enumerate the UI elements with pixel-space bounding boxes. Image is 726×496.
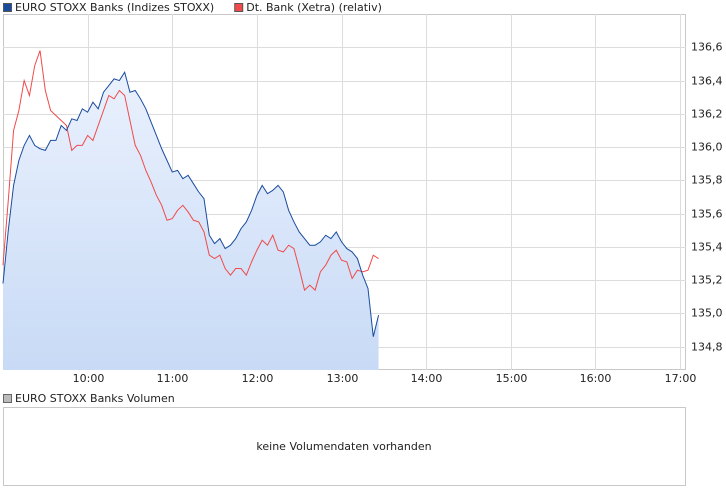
y-tick-label: 136,0 xyxy=(691,141,723,154)
y-tick-label: 136,4 xyxy=(691,75,723,88)
y-tick-label: 135,4 xyxy=(691,241,723,254)
line xyxy=(2,50,379,292)
plot xyxy=(2,14,686,370)
volume-legend-label: EURO STOXX Banks Volumen xyxy=(15,392,175,405)
y-tick-label: 136,2 xyxy=(691,108,723,121)
x-tick-label: 15:00 xyxy=(496,372,528,385)
x-tick-label: 12:00 xyxy=(242,372,274,385)
y-tick-label: 136,6 xyxy=(691,41,723,54)
x-tick-label: 10:00 xyxy=(73,372,105,385)
volume-legend-swatch xyxy=(3,394,12,403)
y-tick-label: 135,8 xyxy=(691,174,723,187)
area xyxy=(3,72,379,370)
x-tick-label: 14:00 xyxy=(411,372,443,385)
legend-swatch xyxy=(3,3,12,12)
volume-message: keine Volumendaten vorhanden xyxy=(256,440,431,453)
x-tick-label: 16:00 xyxy=(580,372,612,385)
y-tick-label: 135,0 xyxy=(691,307,723,320)
legend-label: EURO STOXX Banks (Indizes STOXX) xyxy=(15,1,214,14)
legend-label: Dt. Bank (Xetra) (relativ) xyxy=(246,1,382,14)
line xyxy=(2,70,380,337)
legend-swatch xyxy=(234,3,244,12)
y-tick-label: 135,2 xyxy=(691,274,723,287)
x-tick-label: 11:00 xyxy=(157,372,189,385)
x-tick-label: 13:00 xyxy=(327,372,359,385)
y-tick-label: 135,6 xyxy=(691,208,723,221)
y-tick-label: 134,8 xyxy=(691,341,723,354)
volume-frame xyxy=(3,407,686,486)
x-tick-label: 17:00 xyxy=(665,372,697,385)
